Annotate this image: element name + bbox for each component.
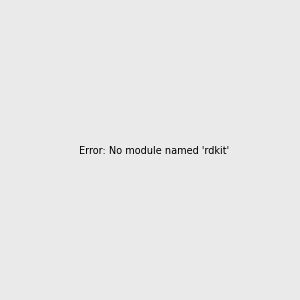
Text: Error: No module named 'rdkit': Error: No module named 'rdkit' bbox=[79, 146, 229, 157]
